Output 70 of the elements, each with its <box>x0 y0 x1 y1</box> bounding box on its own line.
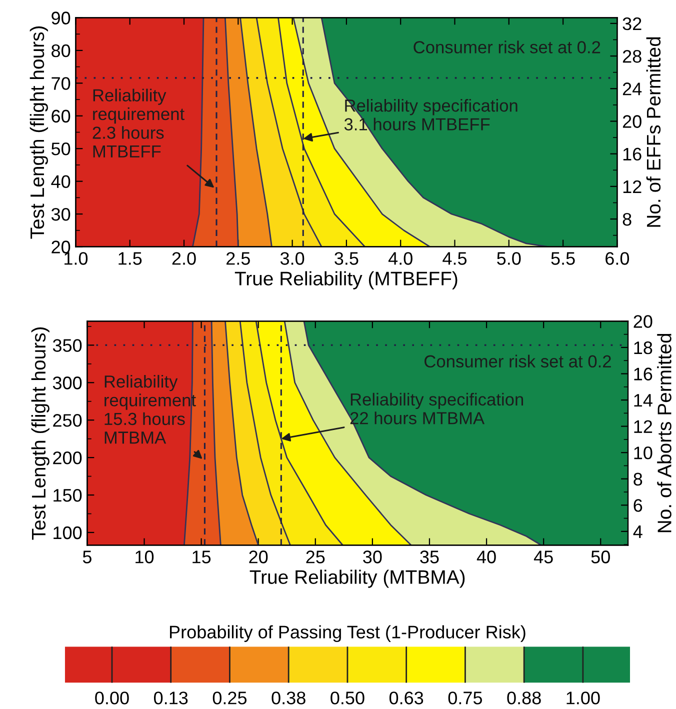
x-tick-label: 25 <box>306 550 325 564</box>
x-tick-label: 1.0 <box>64 252 88 265</box>
x-tick-label: 4.5 <box>442 252 467 265</box>
y2-tick-label: 32 <box>622 17 642 30</box>
y2-tick-label: 8 <box>634 472 642 486</box>
x-tick-label: 15 <box>192 550 211 564</box>
color-bar-title: Probability of Passing Test (1-Producer Risk) <box>170 625 526 642</box>
y2-tick-label: 16 <box>623 148 642 161</box>
x-tick-label: 3.5 <box>334 252 358 265</box>
y2-tick-label: 4 <box>633 526 642 538</box>
x-tick-label: 10 <box>136 550 154 564</box>
x-tick-label: 45 <box>534 550 553 564</box>
color-bar-label: 0.25 <box>212 692 247 704</box>
color-bar-label: 0.00 <box>95 692 129 704</box>
y-tick-label: 70 <box>52 77 70 90</box>
y2-axis-title: No. of Aborts Permitted <box>657 334 672 532</box>
y2-axis-title: No. of EFFs Permitted <box>646 37 661 227</box>
x-tick-label: 20 <box>249 550 268 564</box>
y2-tick-label: 24 <box>622 82 642 96</box>
y2-tick-label: 16 <box>634 368 652 380</box>
color-bar-label: 0.88 <box>507 692 541 704</box>
y-tick-label: 50 <box>51 142 70 156</box>
color-bar-label: 0.13 <box>154 692 188 704</box>
x-tick-label: 4.0 <box>388 252 412 265</box>
y-tick-label: 300 <box>52 376 82 390</box>
color-bar-label: 0.75 <box>448 692 482 704</box>
x-tick-label: 40 <box>476 550 496 564</box>
x-tick-label: 5.0 <box>497 252 521 265</box>
y2-tick-label: 8 <box>622 212 632 226</box>
y-axis-title: Test Length (flight hours) <box>30 26 48 239</box>
x-tick-label: 2.0 <box>172 252 196 265</box>
x-axis-title: True Reliability (MTBEFF) <box>234 271 458 290</box>
y-tick-label: 100 <box>54 526 82 540</box>
y2-tick-label: 18 <box>634 341 652 354</box>
x-tick-label: 30 <box>363 550 382 564</box>
color-bar-label: 0.38 <box>272 692 306 704</box>
x-axis-title: True Reliability (MTBMA) <box>250 570 465 588</box>
y-tick-label: 90 <box>52 12 70 24</box>
annotation: Reliability requirement 2.3 hours MTBEFF <box>92 88 184 158</box>
y2-tick-label: 28 <box>622 50 642 63</box>
x-tick-label: 6.0 <box>606 252 630 265</box>
y-tick-label: 80 <box>52 44 70 58</box>
x-tick-label: 35 <box>420 550 439 564</box>
x-tick-label: 5.5 <box>551 252 575 265</box>
y2-tick-label: 20 <box>622 115 642 128</box>
y-tick-label: 150 <box>54 488 82 502</box>
color-bar-label: 0.50 <box>330 692 364 704</box>
y-tick-label: 250 <box>53 414 82 427</box>
x-tick-label: 3.0 <box>280 252 304 265</box>
y-tick-label: 200 <box>53 451 82 464</box>
ref-line-label: Consumer risk set at 0.2 <box>414 40 600 54</box>
y-tick-label: 60 <box>52 110 70 123</box>
y2-tick-label: 6 <box>634 499 642 512</box>
y-tick-label: 40 <box>51 175 70 188</box>
x-tick-label: 5 <box>82 550 92 564</box>
y-tick-label: 30 <box>51 208 70 221</box>
y2-tick-label: 10 <box>634 446 652 460</box>
y-axis-title: Test Length (flight hours) <box>31 327 50 540</box>
ref-line-label: Consumer risk set at 0.2 <box>424 354 611 368</box>
x-tick-label: 1.5 <box>118 252 142 265</box>
color-bar-label: 0.63 <box>389 692 424 704</box>
x-tick-label: 2.5 <box>226 252 250 265</box>
x-tick-label: 50 <box>591 550 610 564</box>
y2-tick-label: 12 <box>623 180 642 193</box>
y-tick-label: 350 <box>52 339 82 352</box>
y2-tick-label: 14 <box>634 394 652 407</box>
y-tick-label: 20 <box>52 240 70 254</box>
y2-tick-label: 20 <box>634 315 652 328</box>
y2-tick-label: 12 <box>634 420 652 433</box>
color-bar-label: 1.00 <box>566 692 600 704</box>
